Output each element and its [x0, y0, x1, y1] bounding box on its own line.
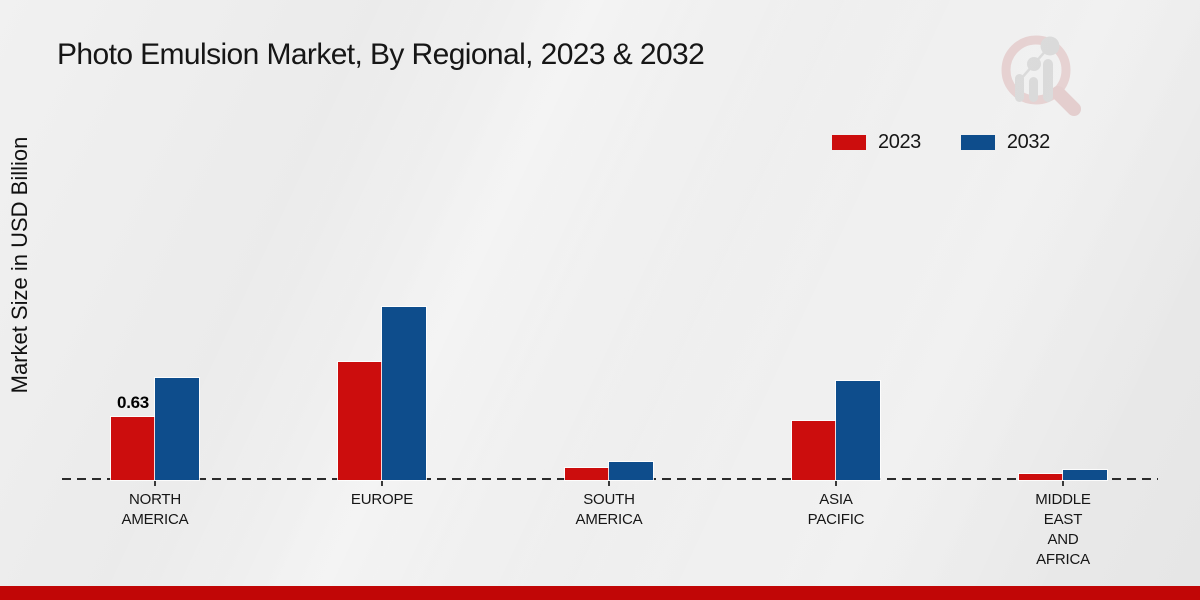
bar-2032-south-america [608, 461, 654, 481]
legend-item-2032: 2032 [960, 131, 1050, 154]
legend-label-2023: 2023 [878, 131, 921, 153]
category-label-north-america: NORTH AMERICA [121, 491, 189, 528]
x-tick-europe [381, 480, 383, 486]
bar-2032-europe [381, 306, 427, 481]
category-label-south-america: SOUTH AMERICA [575, 491, 643, 528]
legend-label-2032: 2032 [1006, 131, 1050, 153]
bar-2032-middle-east-and-africa [1062, 469, 1108, 481]
category-label-middle-east-and-africa: MIDDLE EAST AND AFRICA [1035, 491, 1091, 568]
chart-title: Photo Emulsion Market, By Regional, 2023… [57, 38, 705, 71]
legend-swatch-2032-icon [960, 135, 995, 150]
legend: 2023 2032 [832, 131, 1050, 154]
bar-2023-asia-pacific [791, 420, 837, 481]
bar-2032-north-america [154, 377, 200, 481]
category-label-asia-pacific: ASIA PACIFIC [807, 491, 865, 528]
category-label-europe: EUROPE [350, 491, 414, 508]
x-tick-south-america [608, 480, 610, 486]
bar-2023-europe [337, 361, 383, 481]
bar-2023-middle-east-and-africa [1018, 473, 1064, 481]
x-tick-north-america [154, 480, 156, 486]
bar-2023-south-america [564, 467, 610, 481]
bar-2032-asia-pacific [835, 380, 881, 481]
x-tick-asia-pacific [835, 480, 837, 486]
logo-magnifier-chart-icon [1001, 35, 1081, 116]
legend-swatch-2023-icon [832, 135, 866, 150]
x-tick-middle-east-and-africa [1062, 480, 1064, 486]
legend-item-2023: 2023 [832, 131, 921, 154]
bar-2023-north-america [110, 416, 156, 481]
bottom-accent-bar [0, 586, 1200, 600]
data-label-2023-north-america: 0.63 [117, 393, 149, 412]
